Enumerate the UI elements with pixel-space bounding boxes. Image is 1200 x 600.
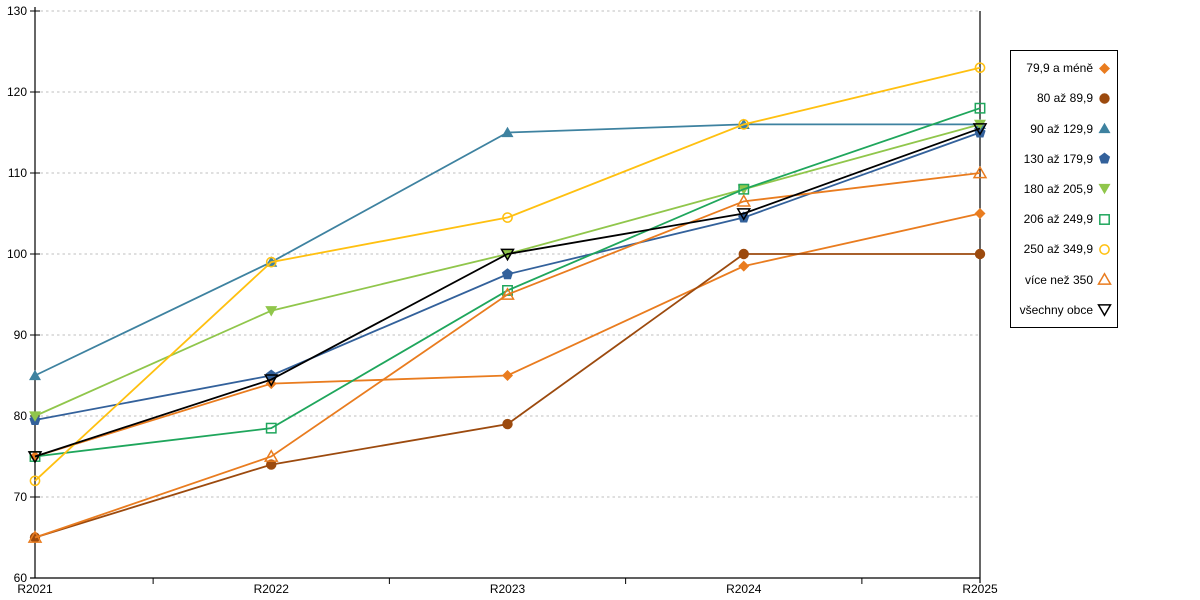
- data-point-marker: [500, 287, 515, 300]
- legend-item-8: všechny obce: [1011, 302, 1117, 318]
- diamond-icon: [1099, 62, 1110, 74]
- legend-item-4: 180 až 205,9: [1011, 181, 1117, 196]
- data-point-marker: [736, 194, 752, 207]
- series-line-7: [34, 172, 981, 539]
- series-line-8: [34, 127, 981, 458]
- data-point-marker: [29, 475, 41, 487]
- series-line-5: [34, 107, 981, 458]
- data-point-marker: [974, 102, 986, 114]
- circle-open-glyph: [1099, 244, 1110, 255]
- data-point-marker: [265, 256, 277, 268]
- legend-item-label: 90 až 129,9: [1030, 121, 1093, 136]
- data-point-marker: [263, 374, 279, 387]
- triangle-up-glyph: [1098, 122, 1111, 134]
- circle-icon: [1099, 93, 1110, 104]
- square-open-icon: [1099, 213, 1110, 225]
- data-point-marker: [502, 418, 513, 430]
- diamond-glyph: [1099, 62, 1110, 74]
- x-axis-category-label: R2022: [254, 582, 290, 596]
- legend-item-0: 79,9 a méně: [1011, 61, 1117, 76]
- pentagon-icon: [1098, 152, 1111, 164]
- data-point-marker: [265, 422, 277, 434]
- legend-item-6: 250 až 349,9: [1011, 242, 1117, 257]
- legend-item-label: více než 350: [1024, 272, 1093, 287]
- circle-glyph: [1099, 93, 1110, 104]
- legend-item-label: 206 až 249,9: [1023, 212, 1093, 227]
- legend-item-7: více než 350: [1011, 272, 1117, 287]
- data-point-marker: [738, 183, 750, 195]
- y-axis-tick-label: 80: [14, 409, 28, 423]
- legend-item-label: 130 až 179,9: [1023, 151, 1093, 166]
- y-axis-tick-label: 90: [14, 328, 28, 342]
- data-point-marker: [736, 208, 752, 221]
- triangle-down-open-glyph: [1097, 304, 1112, 318]
- data-point-marker: [974, 248, 986, 260]
- x-axis-category-label: R2024: [726, 582, 762, 596]
- data-point-marker: [972, 165, 988, 179]
- data-point-marker: [265, 306, 278, 317]
- legend-item-label: 250 až 349,9: [1023, 242, 1093, 257]
- y-axis-tick-label: 110: [8, 166, 27, 180]
- legend-item-3: 130 až 179,9: [1011, 151, 1117, 166]
- y-axis-tick-label: 100: [7, 247, 27, 261]
- triangle-up-open-glyph: [1097, 272, 1112, 285]
- data-point-marker: [502, 370, 513, 381]
- x-axis-category-label: R2025: [962, 582, 998, 596]
- data-point-marker: [266, 459, 277, 470]
- data-point-marker: [974, 62, 986, 74]
- triangle-down-icon: [1098, 184, 1111, 195]
- legend-item-label: 180 až 205,9: [1023, 181, 1093, 196]
- legend-item-label: všechny obce: [1019, 302, 1093, 317]
- y-axis-tick-label: 120: [7, 85, 27, 99]
- square-open-glyph: [1099, 213, 1110, 225]
- data-point-marker: [29, 369, 41, 381]
- legend-item-5: 206 až 249,9: [1011, 212, 1117, 227]
- triangle-up-icon: [1098, 122, 1111, 134]
- data-point-marker: [29, 411, 41, 422]
- legend-item-2: 90 až 129,9: [1011, 121, 1117, 136]
- triangle-up-open-icon: [1097, 272, 1112, 285]
- x-axis-category-label: R2021: [17, 582, 53, 596]
- data-point-marker: [502, 212, 513, 223]
- circle-open-icon: [1099, 244, 1110, 255]
- pentagon-glyph: [1098, 152, 1111, 164]
- series-line-6: [34, 66, 981, 482]
- series-line-1: [34, 253, 980, 539]
- data-point-marker: [501, 268, 514, 280]
- data-point-marker: [263, 449, 279, 462]
- data-point-marker: [500, 248, 515, 262]
- data-point-marker: [738, 260, 750, 272]
- data-point-marker: [974, 119, 986, 131]
- data-point-marker: [974, 208, 986, 219]
- triangle-down-glyph: [1098, 184, 1111, 195]
- legend-item-label: 80 až 89,9: [1036, 91, 1093, 106]
- legend-item-1: 80 až 89,9: [1011, 91, 1117, 106]
- data-point-marker: [738, 119, 750, 130]
- data-point-marker: [501, 126, 514, 138]
- y-axis-tick-label: 60: [14, 571, 28, 585]
- y-axis-tick-label: 70: [14, 490, 28, 504]
- y-axis-tick-label: 130: [7, 4, 27, 18]
- data-point-marker: [27, 451, 43, 464]
- data-point-marker: [738, 248, 749, 260]
- data-point-marker: [972, 123, 988, 136]
- triangle-down-open-icon: [1097, 304, 1112, 318]
- data-point-marker: [27, 530, 43, 543]
- legend: 79,9 a méně 80 až 89,9 90 až 129,9 130 až 1…: [1010, 50, 1118, 328]
- x-axis-category-label: R2023: [490, 582, 526, 596]
- legend-item-label: 79,9 a méně: [1026, 61, 1093, 76]
